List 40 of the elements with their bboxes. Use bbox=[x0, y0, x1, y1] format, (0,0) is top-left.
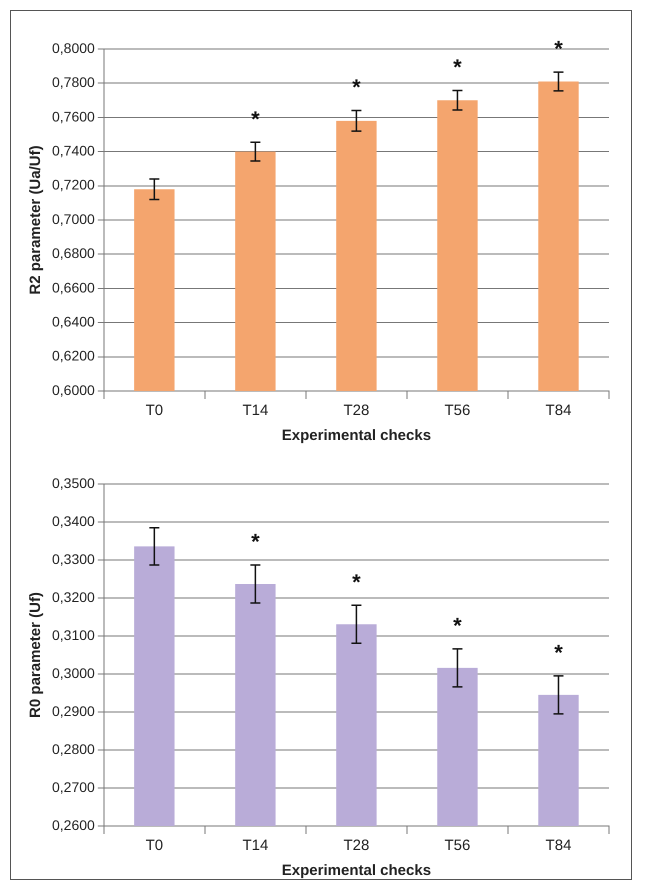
y-tick-label: 0,7000 bbox=[52, 210, 96, 227]
x-axis-title: Experimental checks bbox=[282, 862, 432, 880]
y-tick-label: 0,3200 bbox=[52, 588, 96, 605]
y-tick-label: 0,7200 bbox=[52, 176, 96, 193]
y-tick-label: 0,3100 bbox=[52, 626, 96, 643]
x-tick-label: T0 bbox=[146, 837, 164, 854]
y-tick-label: 0,2800 bbox=[52, 740, 96, 757]
y-tick-label: 0,6600 bbox=[52, 279, 96, 296]
y-tick-label: 0,3500 bbox=[52, 474, 96, 491]
y-tick-label: 0,2600 bbox=[52, 816, 96, 833]
y-axis-title: R2 parameter (Ua/Uf) bbox=[27, 145, 44, 295]
x-tick-label: T0 bbox=[146, 402, 164, 420]
y-tick-label: 0,7800 bbox=[52, 74, 96, 90]
y-tick-label: 0,3000 bbox=[52, 664, 96, 681]
x-tick-label: T28 bbox=[343, 402, 370, 420]
x-tick-label: T56 bbox=[444, 837, 470, 854]
annotation: * bbox=[554, 640, 564, 665]
y-tick-label: 0,3400 bbox=[52, 512, 96, 529]
x-tick-label: T14 bbox=[242, 837, 268, 854]
x-axis-title: Experimental checks bbox=[282, 427, 432, 444]
y-tick-label: 0,7600 bbox=[52, 108, 96, 124]
annotation: * bbox=[352, 569, 362, 594]
y-tick-label: 0,3300 bbox=[52, 550, 96, 567]
y-tick-label: 0,6200 bbox=[52, 348, 96, 364]
x-tick-label: T28 bbox=[343, 837, 370, 854]
x-tick-label: T14 bbox=[242, 402, 268, 420]
x-tick-label: T84 bbox=[546, 837, 572, 854]
y-tick-label: 0,6800 bbox=[52, 245, 96, 262]
x-tick-label: T84 bbox=[546, 402, 572, 420]
y-tick-label: 0,6000 bbox=[52, 382, 96, 398]
y-axis-title: R0 parameter (Uf) bbox=[27, 592, 44, 718]
x-tick-label: T56 bbox=[444, 402, 470, 420]
y-tick-label: 0,2700 bbox=[52, 778, 96, 795]
y-tick-label: 0,2900 bbox=[52, 702, 96, 719]
annotation: * bbox=[453, 54, 462, 80]
y-tick-label: 0,7400 bbox=[52, 142, 96, 158]
y-tick-label: 0,6400 bbox=[52, 313, 96, 330]
annotation: * bbox=[453, 612, 462, 638]
y-tick-label: 0,8000 bbox=[52, 40, 96, 56]
annotation: * bbox=[251, 529, 260, 554]
